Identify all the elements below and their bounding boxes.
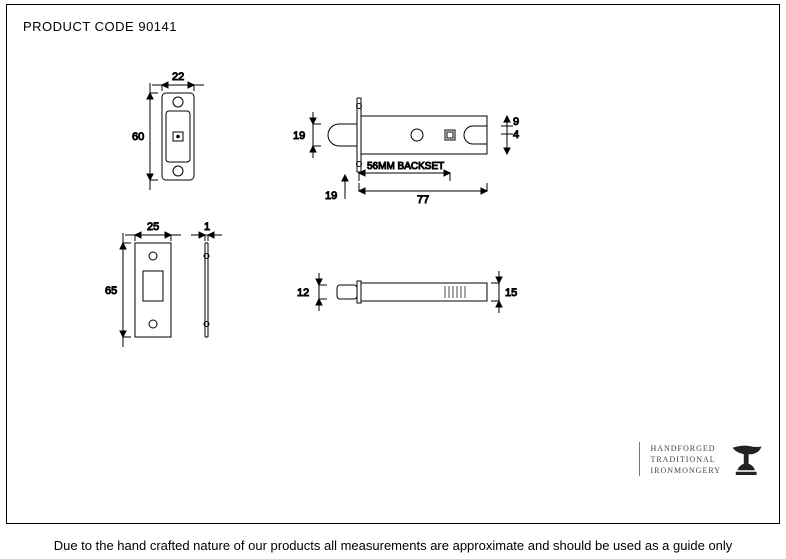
strike-plate-view (135, 243, 171, 337)
dim-latch-19b: 19 (325, 175, 348, 202)
faceplate-view (162, 93, 194, 180)
dim-backset-label: 56MM BACKSET (367, 161, 444, 172)
dim-strike-height: 65 (105, 233, 131, 347)
drawing-frame: PRODUCT CODE 90141 (6, 4, 780, 524)
strike-edge-view (204, 243, 209, 337)
dim-65: 65 (105, 285, 117, 297)
latch-top-view (337, 281, 487, 303)
product-code-label: PRODUCT CODE (23, 19, 134, 34)
drawing-canvas: 22 60 (7, 33, 779, 493)
dim-faceplate-height: 60 (132, 83, 158, 190)
brand-line2: TRADITIONAL (650, 454, 721, 465)
brand-line1: HANDFORGED (650, 443, 721, 454)
dim-19b: 19 (325, 190, 337, 202)
dim-4: 4 (513, 129, 519, 141)
page: PRODUCT CODE 90141 (0, 0, 786, 559)
dim-tube-12: 12 (297, 273, 327, 311)
dim-tube-15: 15 (491, 271, 517, 313)
dim-strike-width: 25 (125, 221, 181, 241)
dim-strike-thk: 1 (191, 221, 222, 241)
brand-divider (639, 442, 640, 476)
dim-12: 12 (297, 287, 309, 299)
product-code-title: PRODUCT CODE 90141 (23, 19, 177, 34)
product-code-value: 90141 (138, 19, 177, 34)
disclaimer-text: Due to the hand crafted nature of our pr… (0, 538, 786, 553)
dim-faceplate-width: 22 (152, 71, 204, 91)
dim-latch-19a: 19 (293, 112, 321, 158)
dim-latch-right: 9 4 (501, 116, 519, 154)
dim-25: 25 (147, 221, 159, 233)
brand-text: HANDFORGED TRADITIONAL IRONMONGERY (650, 443, 721, 476)
brand-line3: IRONMONGERY (650, 465, 721, 476)
dim-1: 1 (204, 221, 210, 233)
dim-15: 15 (505, 287, 517, 299)
dim-backset: 56MM BACKSET (359, 161, 450, 181)
dim-60: 60 (132, 131, 144, 143)
dim-22: 22 (172, 71, 184, 83)
dim-9: 9 (513, 116, 519, 128)
anvil-logo-icon (731, 441, 763, 477)
dim-77-text: 77 (417, 194, 429, 206)
dim-77: 77 (359, 183, 487, 206)
dim-19a: 19 (293, 130, 305, 142)
brand-block: HANDFORGED TRADITIONAL IRONMONGERY (639, 441, 763, 477)
